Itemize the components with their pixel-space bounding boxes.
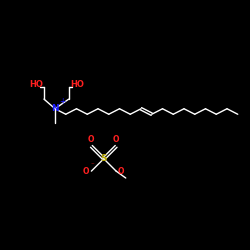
Text: O: O: [82, 166, 89, 175]
Text: O: O: [118, 166, 124, 175]
Text: N: N: [51, 104, 59, 113]
Text: S: S: [100, 154, 107, 163]
Text: ⁻: ⁻: [91, 162, 94, 168]
Text: O: O: [113, 136, 119, 144]
Text: HO: HO: [70, 80, 84, 89]
Text: O: O: [88, 136, 94, 144]
Text: HO: HO: [29, 80, 43, 89]
Text: +: +: [59, 96, 66, 106]
